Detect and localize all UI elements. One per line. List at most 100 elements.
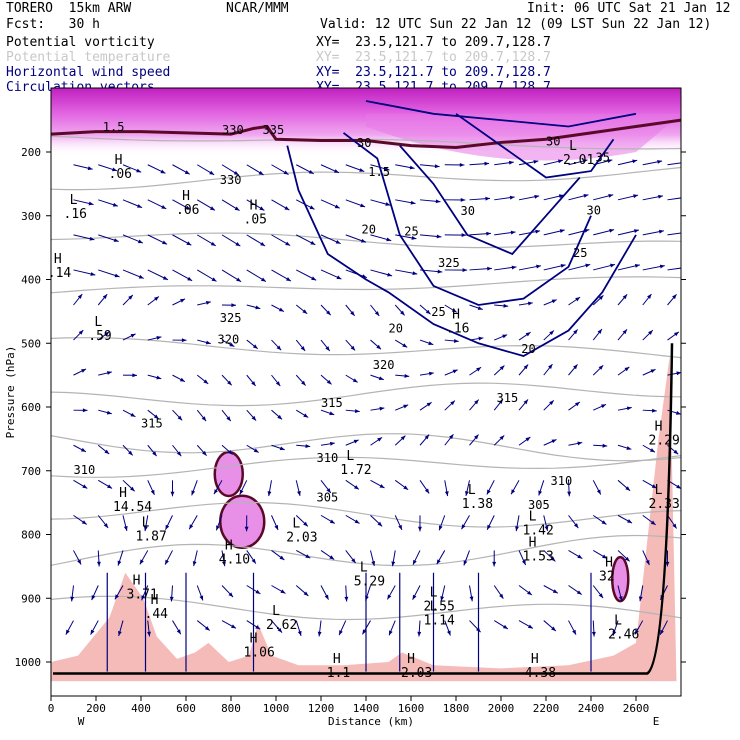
extremum-value: 2.46 xyxy=(608,628,639,643)
extremum-value: 32 xyxy=(599,569,615,584)
circulation-vector-head xyxy=(160,169,166,174)
circulation-vector-head xyxy=(311,276,317,281)
circulation-vector-head xyxy=(106,371,112,375)
theta-label: 325 xyxy=(220,311,242,325)
circulation-vector-head xyxy=(325,346,330,351)
circulation-vector-head xyxy=(162,240,168,245)
circulation-vector-head xyxy=(452,369,458,374)
circulation-vector-head xyxy=(90,629,95,635)
circulation-vector-head xyxy=(474,399,479,405)
circulation-vector-head xyxy=(132,373,137,378)
x-tick-label: 1800 xyxy=(443,702,470,715)
circulation-vector-head xyxy=(354,485,359,490)
circulation-vector-head xyxy=(259,206,265,211)
circulation-vector-head xyxy=(303,413,309,418)
legend-wind-xy: XY= 23.5,121.7 to 209.7,128.7 xyxy=(316,65,551,80)
circulation-vector-head xyxy=(634,229,639,233)
circulation-vector-head xyxy=(597,329,602,334)
circulation-vector-head xyxy=(502,624,508,629)
circulation-vector-head xyxy=(438,525,443,531)
extremum-marker: L xyxy=(614,614,622,629)
legend-pv-name: Potential vorticity xyxy=(6,35,155,50)
circulation-vector-head xyxy=(128,295,133,300)
circulation-vector-head xyxy=(123,525,128,531)
circulation-vector-head xyxy=(150,489,155,495)
circulation-vector-head xyxy=(498,399,503,405)
circulation-vector-head xyxy=(90,272,96,276)
isotach-label: 25 xyxy=(431,305,445,319)
extremum-value: 1.72 xyxy=(340,463,371,478)
circulation-vector-head xyxy=(227,380,232,386)
circulation-vector-head xyxy=(400,435,406,441)
circulation-vector-head xyxy=(377,437,383,442)
y-axis-title: Pressure (hPa) xyxy=(4,346,17,439)
circulation-vector-head xyxy=(387,272,393,277)
extremum-value: .16 xyxy=(64,207,87,222)
circulation-vector-head xyxy=(596,489,601,495)
circulation-vector-head xyxy=(201,416,207,422)
circulation-vector-head xyxy=(511,265,517,270)
circulation-vector-head xyxy=(231,303,236,308)
circulation-vector-head xyxy=(499,365,505,371)
circulation-vector-head xyxy=(574,402,580,407)
circulation-vector-head xyxy=(499,435,505,441)
extremum-marker: L xyxy=(94,315,102,330)
circulation-vector-head xyxy=(352,378,358,383)
circulation-vector-head xyxy=(111,167,117,172)
circulation-vector-head xyxy=(508,160,514,165)
theta-label: 320 xyxy=(373,358,395,372)
valid-time: Valid: 12 UTC Sun 22 Jan 12 (09 LST Sun … xyxy=(320,17,712,32)
circulation-vector-head xyxy=(550,556,556,562)
isotach-label: 20 xyxy=(521,342,535,356)
circulation-vector-head xyxy=(584,228,590,233)
circulation-vector-head xyxy=(657,159,663,164)
circulation-vector-head xyxy=(409,165,415,170)
wind-isotach xyxy=(342,132,592,306)
circulation-vector-head xyxy=(137,204,143,208)
circulation-vector-head xyxy=(602,554,608,559)
isotach-label: 30 xyxy=(587,203,601,217)
circulation-vector-head xyxy=(161,205,167,209)
circulation-vector-head xyxy=(676,371,681,376)
circulation-vector-head xyxy=(351,558,356,564)
circulation-vector-head xyxy=(303,591,309,596)
circulation-vector-head xyxy=(285,277,291,282)
wind-isotach xyxy=(365,100,637,128)
extremum-value: 2.62 xyxy=(266,618,297,633)
extremum-marker: H xyxy=(151,593,159,608)
extremum-value: 14.54 xyxy=(113,500,152,515)
circulation-vector-head xyxy=(302,309,308,314)
theta-label: 330 xyxy=(220,173,242,187)
circulation-vector-head xyxy=(267,491,272,497)
circulation-vector-head xyxy=(186,241,192,246)
circulation-vector-head xyxy=(384,166,390,171)
extremum-value: .06 xyxy=(109,167,132,182)
circulation-vector-head xyxy=(549,330,554,336)
circulation-vector-head xyxy=(336,275,342,280)
circulation-vector-head xyxy=(303,521,308,527)
circulation-vector-head xyxy=(162,275,168,280)
circulation-vector-head xyxy=(260,241,266,247)
circulation-vector-head xyxy=(559,229,565,233)
circulation-vector-head xyxy=(486,489,491,495)
y-tick-label: 900 xyxy=(21,592,41,605)
extremum-marker: L xyxy=(430,599,438,614)
extremum-value: .05 xyxy=(244,212,267,227)
circulation-vector-head xyxy=(572,629,577,635)
circulation-vector-head xyxy=(137,239,143,244)
legend-theta-xy: XY= 23.5,121.7 to 209.7,128.7 xyxy=(316,50,551,65)
extremum-marker: H xyxy=(605,555,613,570)
circulation-vector-head xyxy=(104,449,110,454)
extremum-marker: H xyxy=(133,573,141,588)
theta-label: 325 xyxy=(438,256,460,270)
circulation-vector-head xyxy=(509,195,515,200)
extremum-marker: H xyxy=(452,308,460,323)
circulation-vector-head xyxy=(156,375,162,380)
extremum-marker: H xyxy=(225,538,233,553)
extremum-value: 1.87 xyxy=(136,529,167,544)
circulation-vector-head xyxy=(425,309,431,315)
circulation-vector-head xyxy=(527,624,533,629)
extremum-marker: L xyxy=(272,604,280,619)
circulation-vector-head xyxy=(379,406,385,411)
circulation-vector-head xyxy=(231,624,236,629)
